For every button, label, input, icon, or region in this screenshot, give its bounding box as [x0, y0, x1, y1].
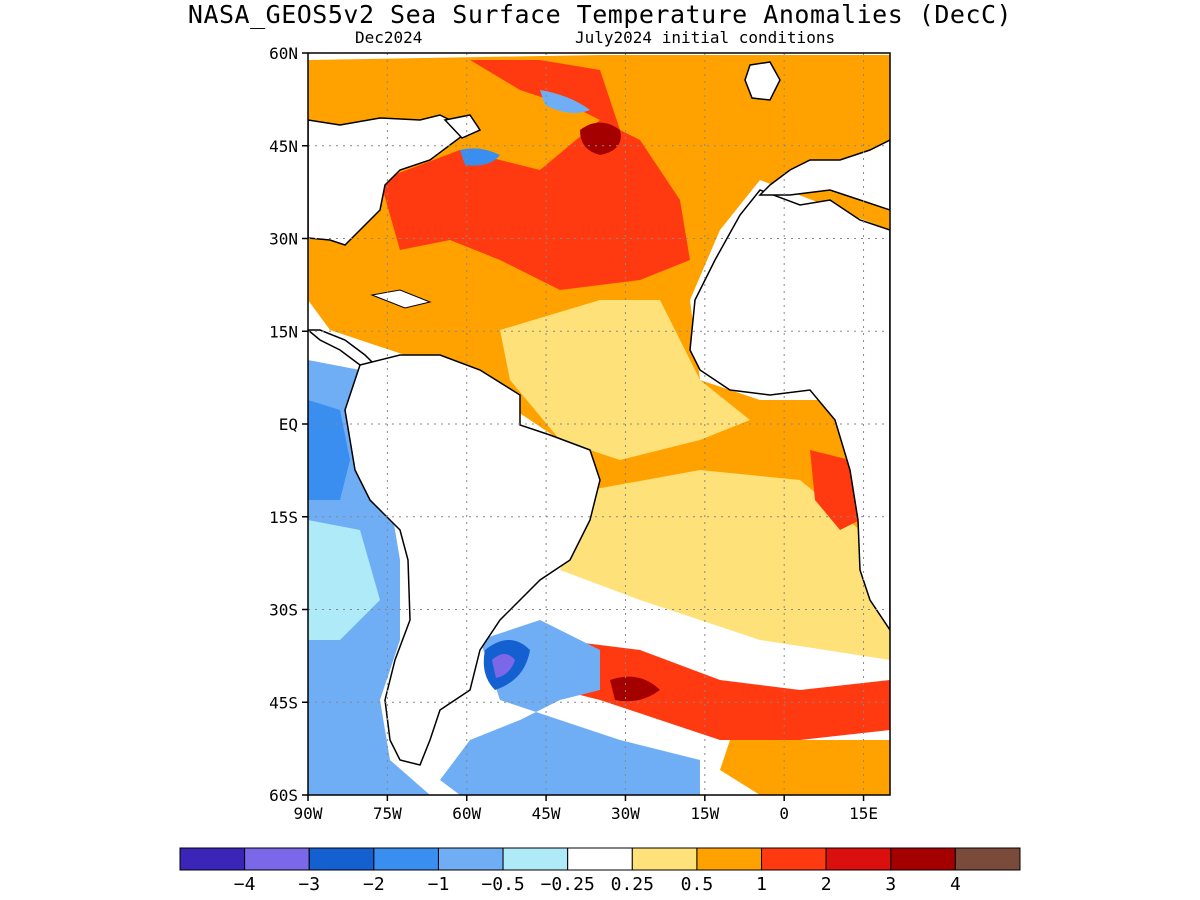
north-america [308, 114, 472, 246]
anomaly-cool-spot-north [460, 148, 500, 166]
colorbar-label: 1 [756, 874, 767, 895]
colorbar-swatch [308, 847, 375, 871]
anomaly-strong-warm-spot [580, 122, 621, 155]
colorbar: −4 −3 −2 −1 −0.5 −0.25 0.25 0.5 1 2 3 4 [179, 847, 1021, 895]
anomaly-cool-spot-labrador [540, 90, 590, 114]
colorbar-label: −2 [363, 874, 385, 895]
colorbar-label: −3 [298, 874, 320, 895]
cuba [370, 289, 432, 309]
anomaly-slight-cool-pacific [308, 520, 380, 640]
colorbar-swatch [696, 847, 763, 871]
anomaly-warm-gulf-stream [380, 120, 690, 290]
lat-tick-label: 45S [269, 693, 298, 712]
graticule [308, 53, 890, 795]
colorbar-label: −0.5 [481, 874, 524, 895]
anomaly-warm-far-south [720, 740, 890, 795]
colorbar-label: 3 [885, 874, 896, 895]
africa [689, 189, 890, 632]
lon-tick-label: 45W [532, 804, 561, 823]
lat-tick-label: 15S [269, 508, 298, 527]
colorbar-label: −1 [428, 874, 450, 895]
colorbar-swatch [631, 847, 698, 871]
colorbar-swatch [890, 847, 956, 871]
lat-tick-label: 30N [269, 230, 298, 249]
colorbar-label: −4 [234, 874, 256, 895]
lon-tick-label: 30W [611, 804, 640, 823]
newfoundland [443, 114, 482, 139]
lon-tick-label: 0 [779, 804, 789, 823]
colorbar-label: 4 [950, 874, 961, 895]
lon-tick-label: 60W [452, 804, 481, 823]
lon-tick-label: 15W [690, 804, 719, 823]
europe [758, 139, 890, 211]
anomaly-cool-pacific-strong [308, 400, 350, 500]
colorbar-swatch [761, 847, 827, 871]
colorbar-label: 0.5 [681, 874, 714, 895]
lon-tick-label: 75W [373, 804, 402, 823]
colorbar-swatch [825, 847, 892, 871]
anomaly-strong-warm-south [610, 676, 660, 702]
land-masses [308, 61, 890, 766]
lon-tick-label: 90W [294, 804, 323, 823]
lat-tick-label: 60S [269, 786, 298, 805]
colorbar-swatch [954, 847, 1021, 871]
lon-tick-label: 15E [849, 804, 878, 823]
colorbar-label: 2 [821, 874, 832, 895]
anomaly-weak-warm-south [560, 470, 890, 660]
colorbar-swatch [373, 847, 439, 871]
anomaly-weak-warm-tropical [500, 300, 750, 460]
colorbar-swatch [567, 847, 633, 871]
map-title: NASA_GEOS5v2 Sea Surface Temperature Ano… [187, 0, 1013, 29]
lat-tick-label: 45N [269, 137, 298, 156]
colorbar-swatch [437, 847, 504, 871]
lat-tick-label: 30S [269, 601, 298, 620]
anomaly-warm-south-midlat [560, 640, 890, 740]
forecast-month-label: Dec2024 [355, 28, 423, 47]
anomaly-warm-angola [810, 450, 860, 530]
colorbar-label: 0.25 [611, 874, 654, 895]
lat-tick-label: 60N [269, 44, 298, 63]
anomaly-very-cold-confluence [492, 654, 515, 678]
british-isles [744, 61, 781, 101]
colorbar-swatch [244, 847, 310, 871]
lat-tick-label: 15N [269, 322, 298, 341]
initial-conditions-label: July2024 initial conditions [575, 28, 836, 47]
colorbar-swatch [502, 847, 569, 871]
lat-tick-label: EQ [279, 415, 298, 434]
south-america [344, 354, 601, 766]
colorbar-label: −0.25 [541, 874, 595, 895]
colorbar-swatch [179, 847, 246, 871]
